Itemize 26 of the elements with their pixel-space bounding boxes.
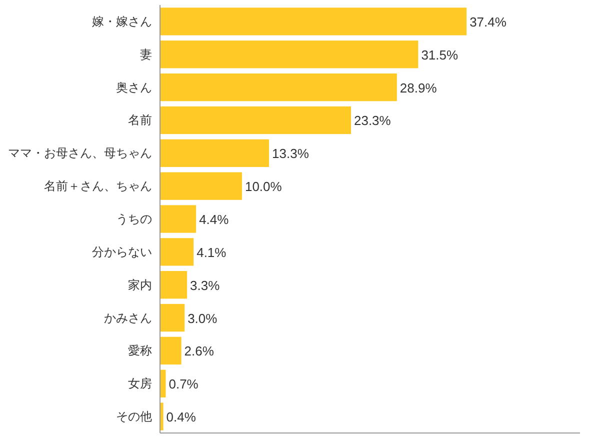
data-label: 2.6% xyxy=(184,344,214,359)
y-tick-label: 嫁・嫁さん xyxy=(92,14,152,28)
y-tick-label: ママ・お母さん、母ちゃん xyxy=(8,146,152,160)
data-label: 3.0% xyxy=(188,310,218,326)
data-label: 4.1% xyxy=(196,244,227,260)
data-label: 0.7% xyxy=(168,376,199,392)
data-label: 0.4% xyxy=(166,410,196,425)
data-label: 37.4% xyxy=(470,14,507,30)
y-tick-label: 奥さん xyxy=(116,80,152,94)
y-tick-label: その他 xyxy=(116,410,152,424)
data-label: 28.9% xyxy=(400,80,438,96)
data-label: 23.3% xyxy=(354,113,392,128)
y-tick-label: かみさん xyxy=(104,310,152,325)
data-label: 31.5% xyxy=(421,47,459,62)
y-tick-label: 名前 xyxy=(128,113,152,128)
y-tick-label: 愛称 xyxy=(128,344,152,358)
y-tick-label: 家内 xyxy=(128,278,152,292)
data-label: 3.3% xyxy=(190,278,220,293)
data-label: 13.3% xyxy=(272,146,310,162)
data-label: 4.4% xyxy=(199,212,230,227)
y-tick-label: うちの xyxy=(116,212,152,226)
data-label: 10.0% xyxy=(244,179,282,194)
y-tick-label: 名前＋さん、ちゃん xyxy=(44,179,152,194)
y-tick-label: 女房 xyxy=(128,376,152,391)
y-tick-label: 妻 xyxy=(140,47,152,62)
y-tick-label: 分からない xyxy=(92,244,152,259)
